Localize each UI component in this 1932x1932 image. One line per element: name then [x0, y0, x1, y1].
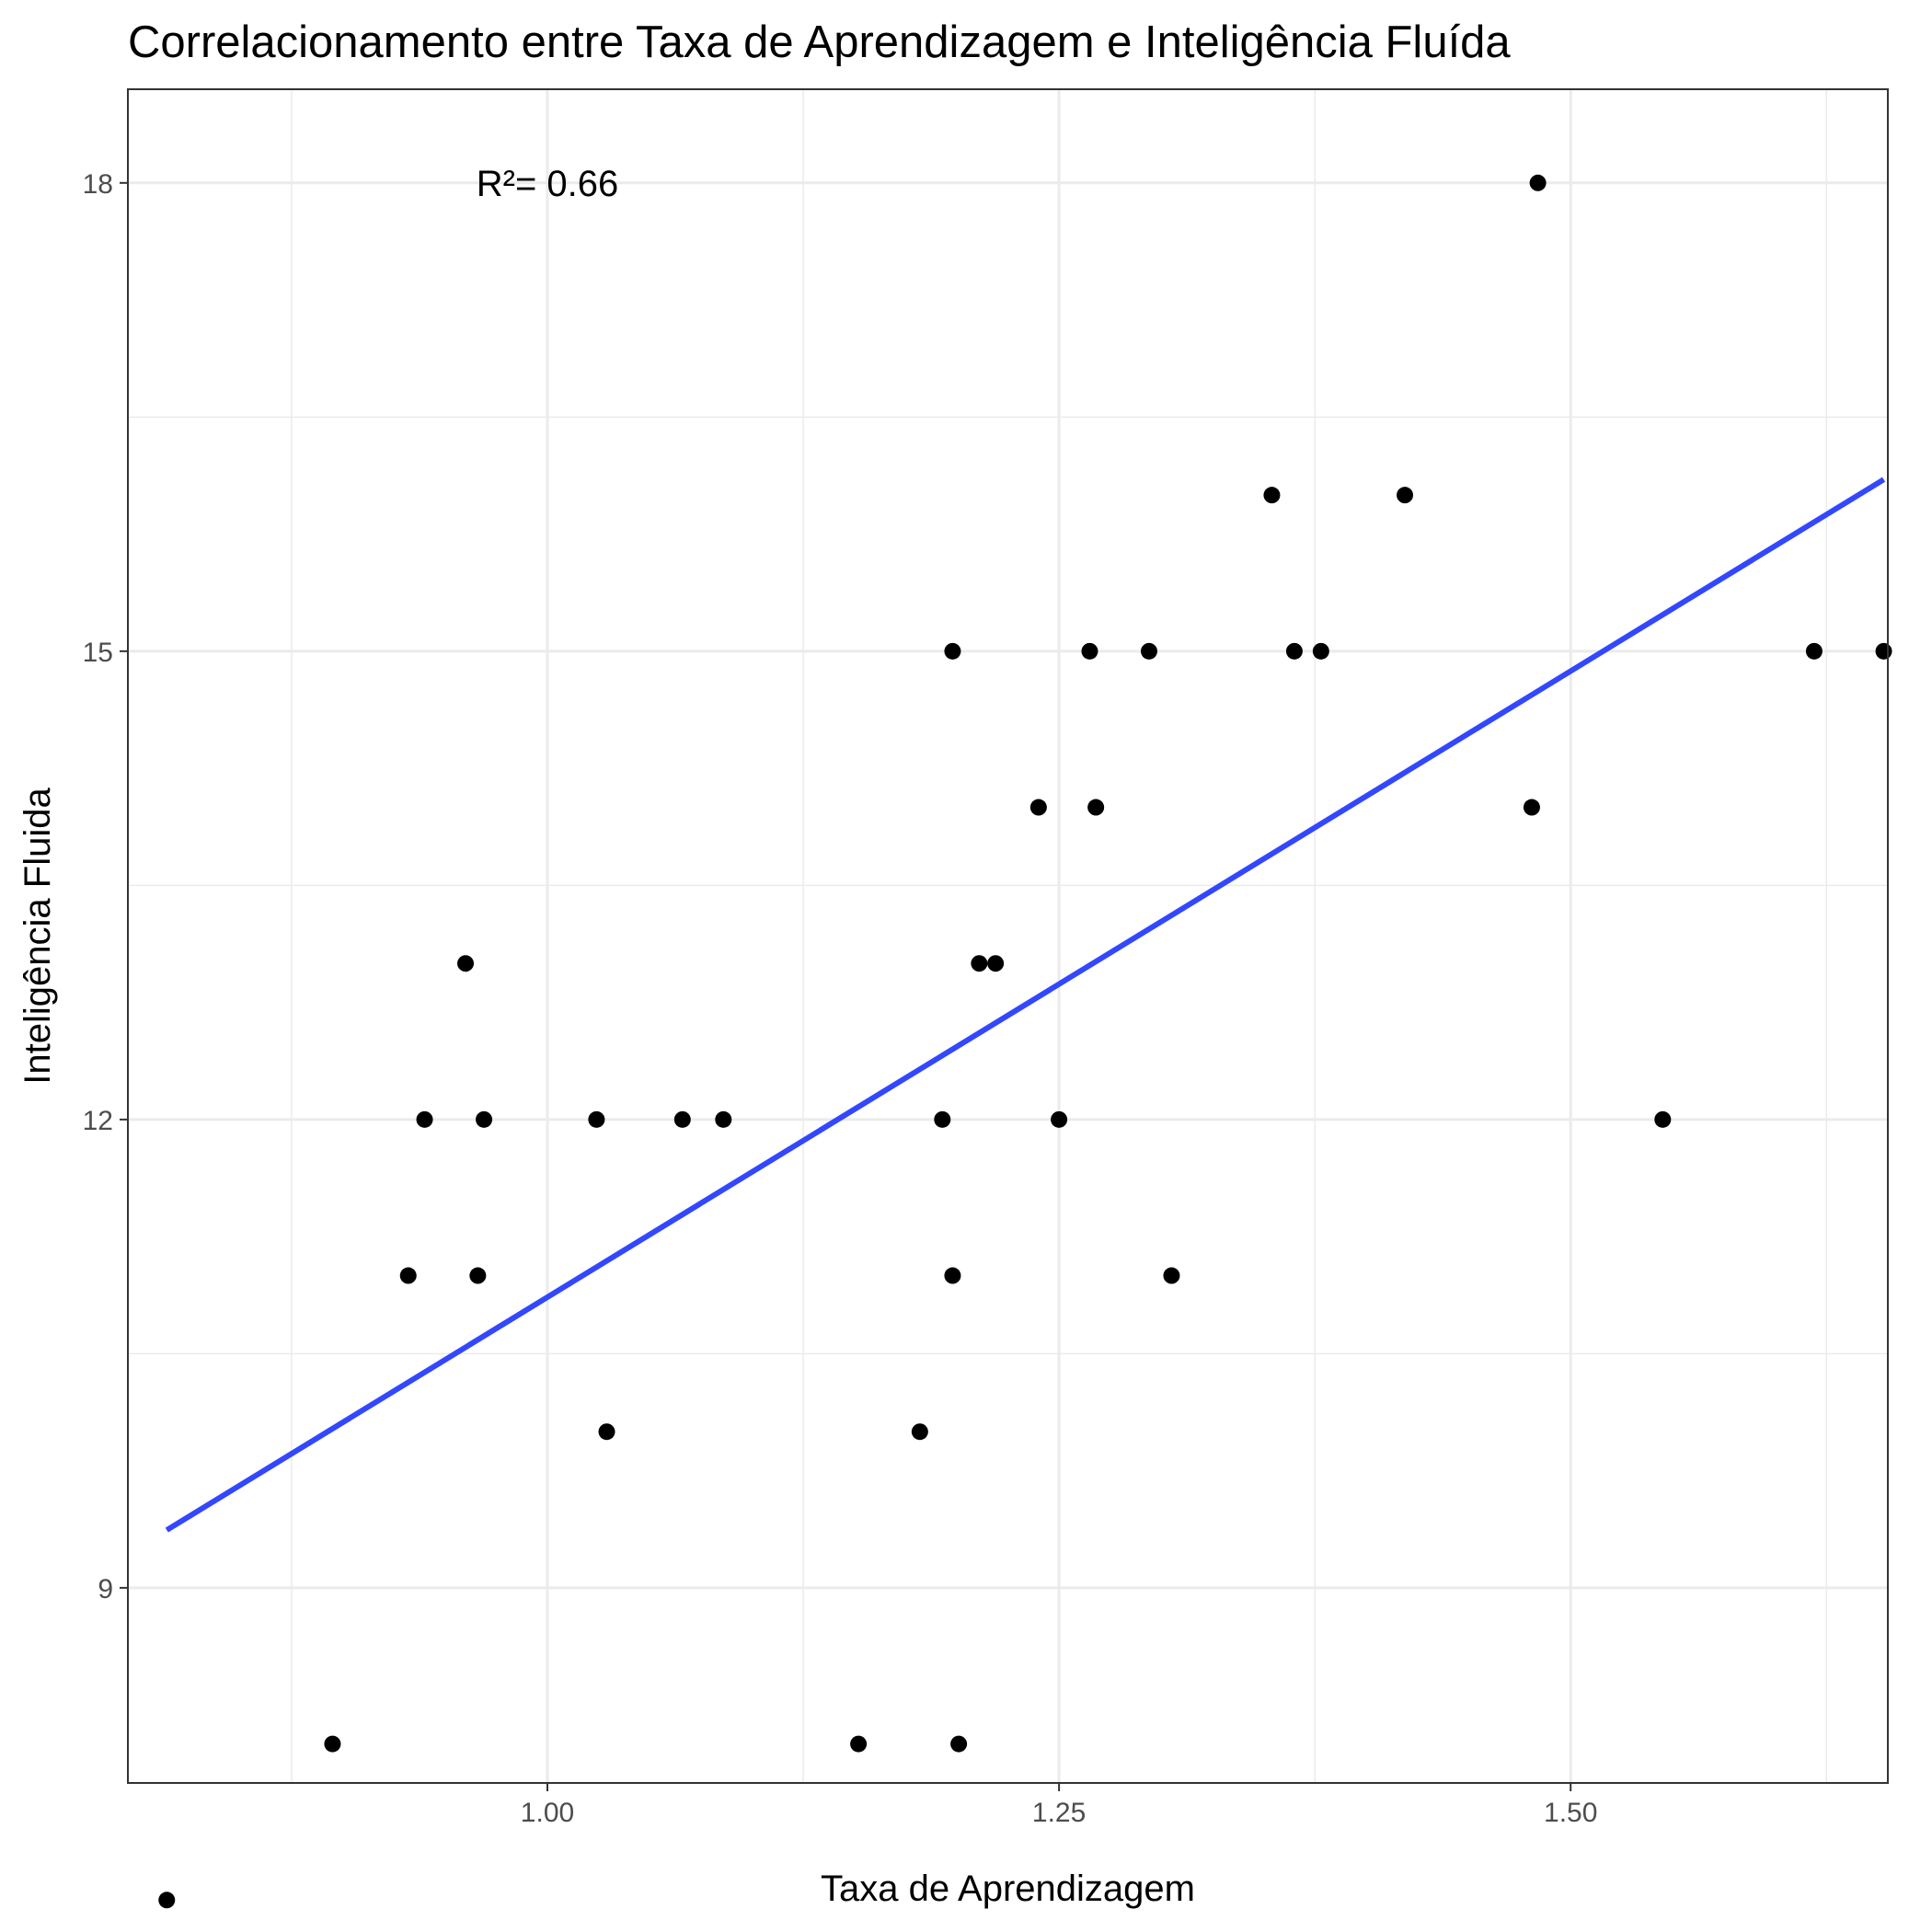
- data-point-26: [1285, 642, 1303, 660]
- chart-title: Correlacionamento entre Taxa de Aprendiz…: [128, 17, 1511, 67]
- data-point-10: [715, 1110, 732, 1128]
- x-tick-label-0: 1.00: [521, 1798, 574, 1828]
- data-point-0: [158, 1892, 176, 1909]
- y-tick-label-3: 18: [83, 169, 113, 200]
- data-point-28: [1397, 487, 1414, 504]
- data-point-30: [1529, 174, 1547, 191]
- data-point-18: [987, 955, 1005, 972]
- data-point-5: [469, 1267, 487, 1284]
- data-point-4: [457, 955, 475, 972]
- x-tick-label-2: 1.50: [1544, 1798, 1597, 1828]
- data-point-6: [476, 1110, 493, 1128]
- trend-layer: [165, 477, 1886, 1533]
- data-point-19: [1029, 799, 1047, 816]
- x-axis-title: Taxa de Aprendizagem: [821, 1869, 1195, 1909]
- data-point-24: [1163, 1267, 1180, 1284]
- data-point-9: [673, 1110, 691, 1128]
- data-point-22: [1087, 799, 1105, 816]
- data-point-33: [1875, 642, 1892, 660]
- data-point-7: [588, 1110, 605, 1128]
- data-point-32: [1805, 642, 1823, 660]
- data-point-29: [1523, 799, 1540, 816]
- y-tick-label-0: 9: [98, 1574, 113, 1604]
- data-point-20: [1051, 1110, 1068, 1128]
- data-point-27: [1312, 642, 1329, 660]
- data-point-8: [598, 1423, 615, 1441]
- data-point-2: [399, 1267, 417, 1284]
- data-point-31: [1654, 1110, 1672, 1128]
- data-point-21: [1081, 642, 1098, 660]
- y-axis-title: Inteligência Fluida: [17, 788, 58, 1085]
- data-point-11: [850, 1735, 868, 1753]
- y-tick-label-1: 12: [83, 1106, 113, 1136]
- points-layer: [158, 174, 1892, 1909]
- data-point-15: [944, 1267, 961, 1284]
- y-tick-label-2: 15: [83, 638, 113, 668]
- x-tick-label-1: 1.25: [1032, 1798, 1086, 1828]
- data-point-23: [1140, 642, 1157, 660]
- panel-border: [127, 88, 1889, 1784]
- data-point-25: [1263, 487, 1281, 504]
- r-squared-annotation: R²= 0.66: [477, 164, 619, 204]
- trend-line: [165, 477, 1886, 1533]
- data-point-16: [950, 1735, 968, 1753]
- data-point-17: [971, 955, 988, 972]
- data-point-1: [324, 1735, 341, 1753]
- ticks-layer: 1.00 1.25 1.50 9 12 15 18: [83, 169, 1598, 1828]
- data-point-14: [944, 642, 961, 660]
- data-point-3: [416, 1110, 433, 1128]
- data-point-12: [911, 1423, 928, 1441]
- data-point-13: [934, 1110, 951, 1128]
